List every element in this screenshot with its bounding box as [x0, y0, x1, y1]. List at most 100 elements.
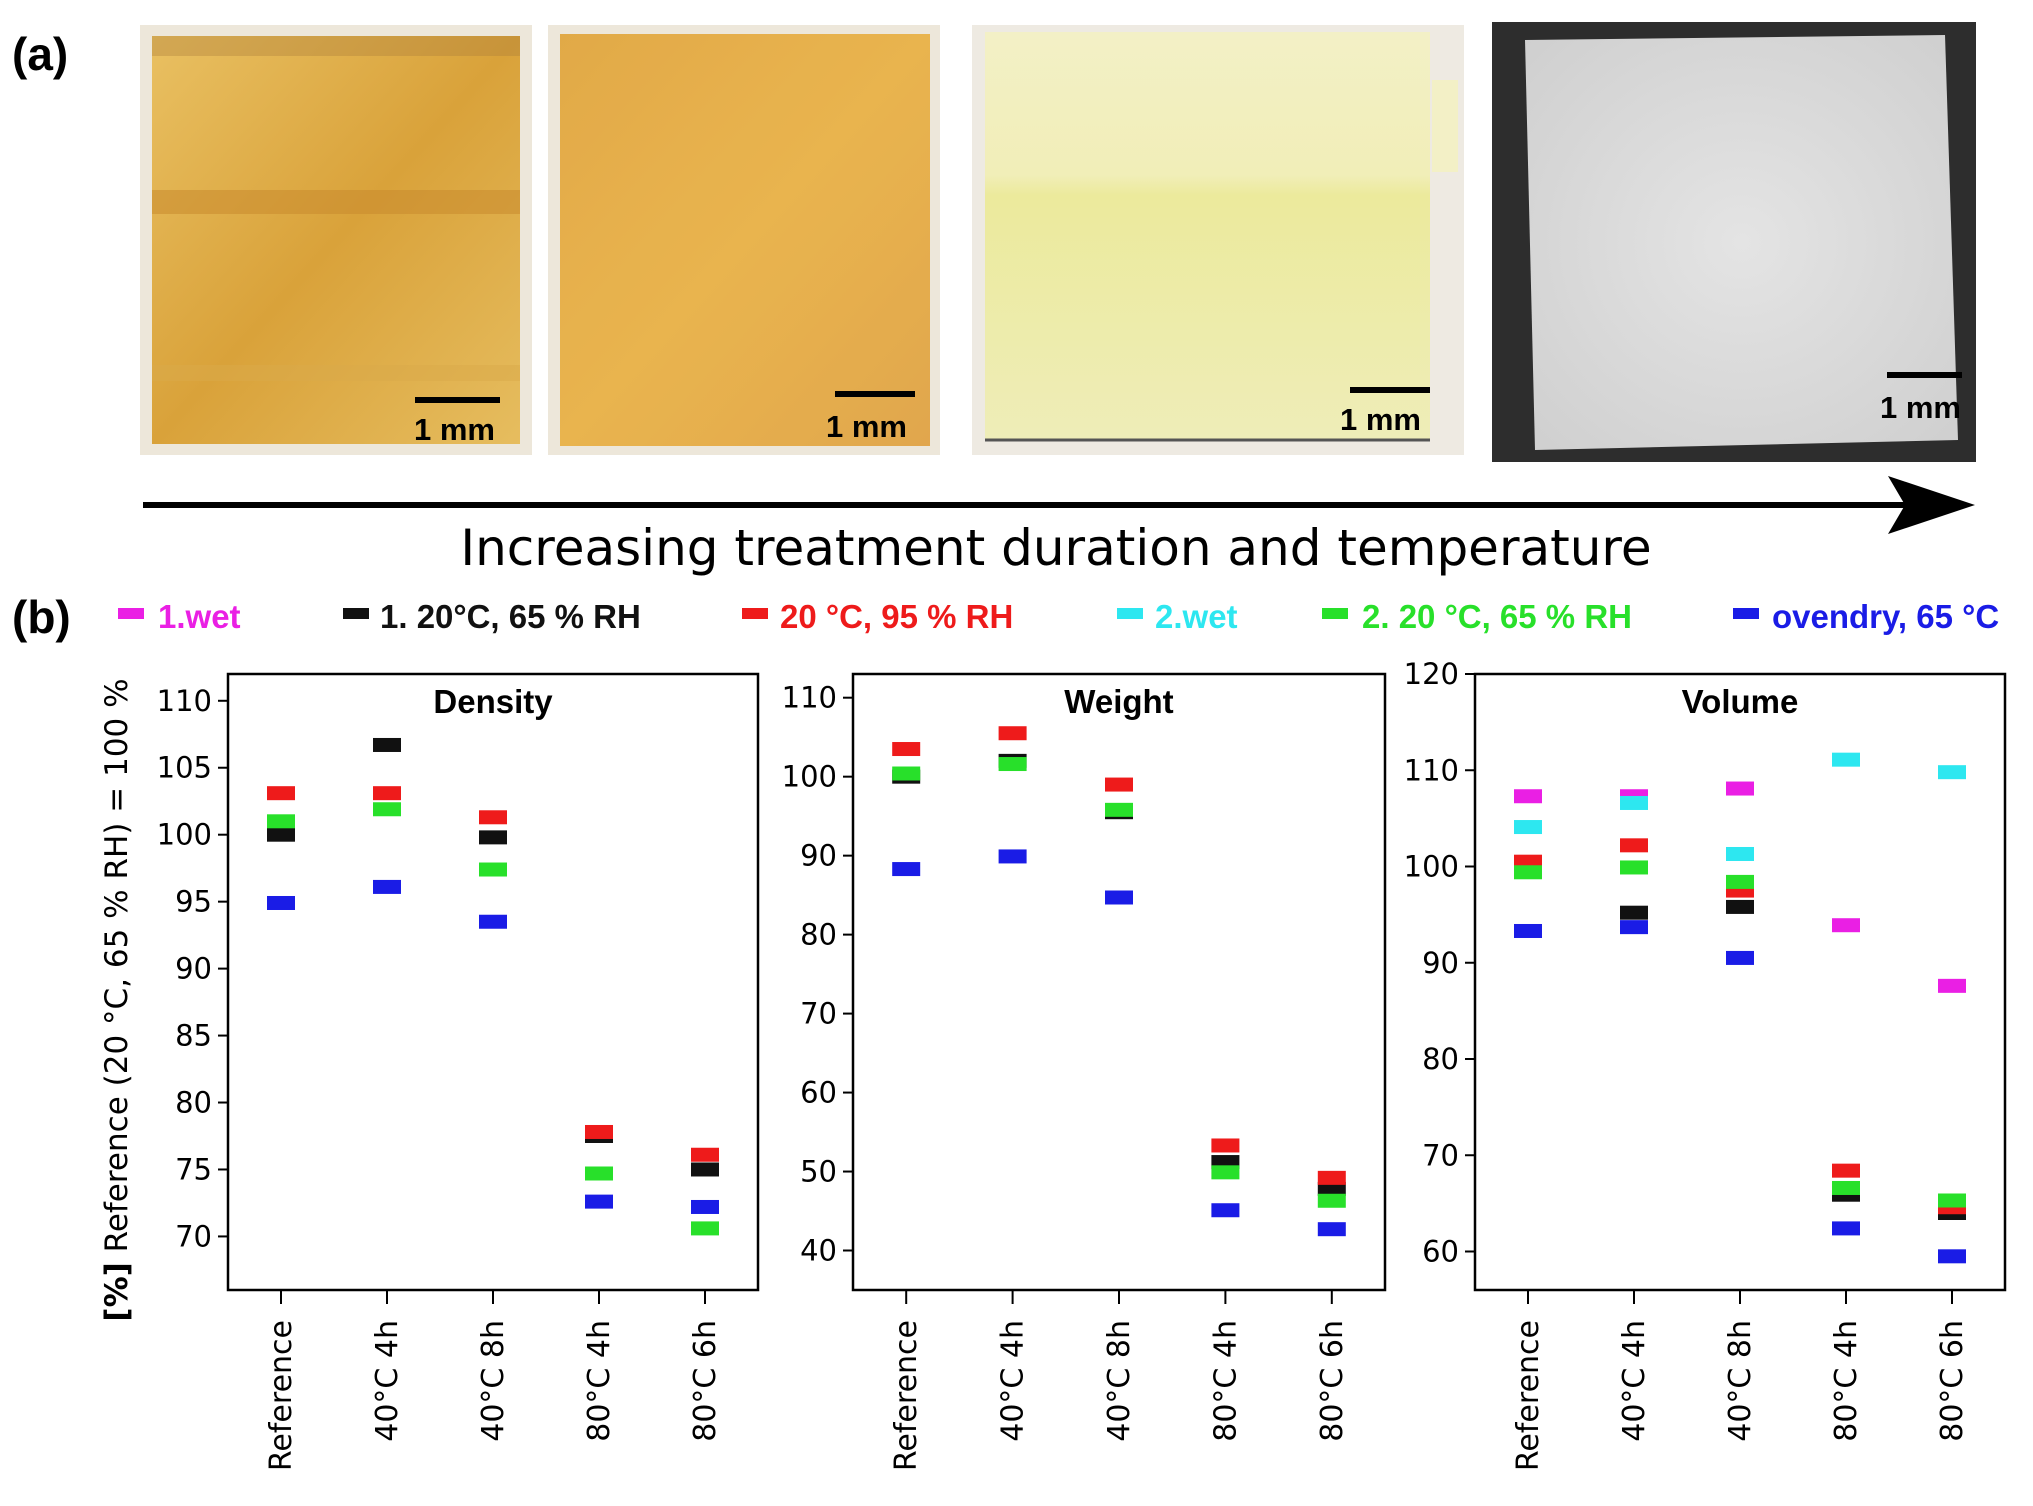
volume-marker-2-wet	[1620, 795, 1648, 810]
legend-swatch-ovendry-65c	[1733, 608, 1759, 619]
weight-y-tick-label: 100	[782, 760, 837, 794]
density-y-tick-label: 75	[175, 1152, 212, 1186]
volume-marker-2-20-c-65-rh	[1620, 860, 1648, 875]
treatment-arrow	[143, 476, 1975, 534]
weight-marker-20-c-95-rh	[1211, 1138, 1240, 1153]
volume-marker-2-wet	[1832, 752, 1860, 767]
legend-swatch-2-wet	[1117, 608, 1143, 619]
volume-y-tick-label: 90	[1422, 946, 1459, 980]
density-marker-ovendry-65-c	[691, 1199, 719, 1214]
volume-marker-2-wet	[1726, 846, 1754, 861]
volume-marker-20-c-95-rh	[1514, 854, 1542, 869]
sample-photo-3	[972, 25, 1464, 455]
density-marker-20-c-95-rh	[479, 810, 507, 825]
density-marker-2-20-c-65-rh	[585, 1166, 613, 1181]
volume-marker-2-20-c-65-rh	[1938, 1193, 1966, 1208]
weight-marker-2-20-c-65-rh	[1317, 1193, 1346, 1208]
volume-marker-20-c-95-rh	[1832, 1163, 1860, 1178]
weight-y-tick-label: 60	[800, 1076, 837, 1110]
density-marker-20-c-95-rh	[585, 1124, 613, 1139]
weight-marker-ovendry-65-c	[998, 849, 1027, 864]
weight-marker-20-c-95-rh	[998, 726, 1027, 741]
density-marker-20-c-95-rh	[373, 786, 401, 801]
legend-label-1-wet: 1.wet	[158, 598, 241, 635]
volume-marker-1-wet	[1726, 781, 1754, 796]
density-y-tick-label: 85	[175, 1019, 212, 1053]
sample-photo-4	[1492, 22, 1976, 462]
volume-y-tick-label: 70	[1422, 1138, 1459, 1172]
legend-swatch-2-20c-65rh	[1322, 608, 1348, 619]
density-category-label: 40°C 8h	[476, 1320, 511, 1442]
volume-marker-2-20-c-65-rh	[1514, 865, 1542, 880]
weight-marker-20-c-95-rh	[892, 742, 921, 757]
volume-y-tick-label: 100	[1404, 850, 1459, 884]
legend-swatch-1-wet	[118, 608, 144, 619]
volume-marker-20-c-95-rh	[1620, 838, 1648, 853]
scale-bar-label-4: 1 mm	[1880, 390, 1961, 425]
volume-chart-title: Volume	[1682, 683, 1799, 720]
density-marker-2-20-c-65-rh	[479, 862, 507, 877]
weight-marker-ovendry-65-c	[1105, 890, 1133, 905]
volume-category-label: 40°C 4h	[1617, 1320, 1652, 1442]
volume-marker-2-20-c-65-rh	[1832, 1180, 1860, 1195]
volume-category-label: 40°C 8h	[1723, 1320, 1758, 1442]
density-marker-2-20-c-65-rh	[691, 1221, 719, 1236]
density-marker-ovendry-65-c	[373, 879, 401, 894]
weight-marker-ovendry-65-c	[1211, 1203, 1240, 1218]
panel-b-label: (b)	[12, 591, 71, 643]
density-marker-ovendry-65-c	[585, 1194, 613, 1209]
volume-marker-ovendry-65-c	[1620, 920, 1648, 935]
weight-marker-2-20-c-65-rh	[1105, 802, 1133, 817]
volume-marker-1-wet	[1832, 918, 1860, 933]
weight-marker-ovendry-65-c	[1317, 1222, 1346, 1237]
density-chart: Density 70 75 80 85 90 95 100 105 110 Reference 40°…	[157, 672, 760, 1471]
volume-category-label: 80°C 4h	[1829, 1320, 1864, 1442]
density-y-tick-label: 95	[175, 885, 212, 919]
volume-marker-2-20-c-65-rh	[1726, 874, 1754, 889]
weight-marker-2-20-c-65-rh	[1211, 1165, 1240, 1180]
weight-category-label: 40°C 4h	[996, 1320, 1031, 1442]
density-marker-ovendry-65-c	[479, 914, 507, 929]
density-marker-2-20-c-65-rh	[373, 802, 401, 817]
volume-category-label: 80°C 6h	[1935, 1320, 1970, 1442]
legend-swatch-1-20c-65rh	[343, 608, 369, 619]
density-marker-ovendry-65-c	[267, 895, 295, 910]
volume-marker-1-wet	[1938, 978, 1966, 993]
volume-marker-1-wet	[1514, 789, 1542, 804]
volume-plot-frame	[1473, 672, 2007, 1292]
density-marker-20-c-95-rh	[691, 1147, 719, 1162]
density-marker-1-20-c-65-rh	[373, 737, 401, 752]
weight-chart: Weight 40 50 60 70 80 90 100 110 Reference 40°C 4h…	[782, 672, 1387, 1471]
volume-marker-2-wet	[1514, 820, 1542, 835]
legend-label-2-wet: 2.wet	[1155, 598, 1238, 635]
density-marker-20-c-95-rh	[267, 786, 295, 801]
density-plot-frame	[226, 672, 760, 1292]
density-category-label: 80°C 6h	[688, 1320, 723, 1442]
weight-marker-2-20-c-65-rh	[892, 766, 921, 781]
density-marker-1-20-c-65-rh	[691, 1162, 719, 1177]
volume-marker-ovendry-65-c	[1726, 950, 1754, 965]
volume-marker-1-20-c-65-rh	[1726, 899, 1754, 914]
volume-marker-ovendry-65-c	[1832, 1221, 1860, 1236]
weight-y-tick-label: 40	[800, 1234, 837, 1268]
volume-y-tick-label: 80	[1422, 1042, 1459, 1076]
panel-a-label: (a)	[12, 28, 68, 80]
scale-bar-label-2: 1 mm	[826, 409, 907, 444]
scale-bar-label-3: 1 mm	[1340, 402, 1421, 437]
density-y-tick-label: 90	[175, 952, 212, 986]
volume-y-tick-label: 110	[1404, 753, 1459, 787]
arrow-caption: Increasing treatment duration and temper…	[460, 519, 1651, 577]
weight-category-label: 40°C 8h	[1102, 1320, 1137, 1442]
y-axis-label: [%] Reference (20 °C, 65 % RH) = 100 %	[99, 678, 135, 1321]
density-category-label: 80°C 4h	[582, 1320, 617, 1442]
legend-label-1-20c-65rh: 1. 20°C, 65 % RH	[380, 598, 641, 635]
weight-plot-frame	[851, 672, 1387, 1292]
density-y-tick-label: 105	[157, 751, 212, 785]
density-category-label: 40°C 4h	[370, 1320, 405, 1442]
sample-photo-1	[140, 25, 532, 455]
weight-category-label: 80°C 4h	[1208, 1320, 1243, 1442]
weight-marker-1-20-c-65-rh	[1317, 1181, 1346, 1196]
legend-label-2-20c-65rh: 2. 20 °C, 65 % RH	[1362, 598, 1632, 635]
density-y-tick-label: 100	[157, 818, 212, 852]
